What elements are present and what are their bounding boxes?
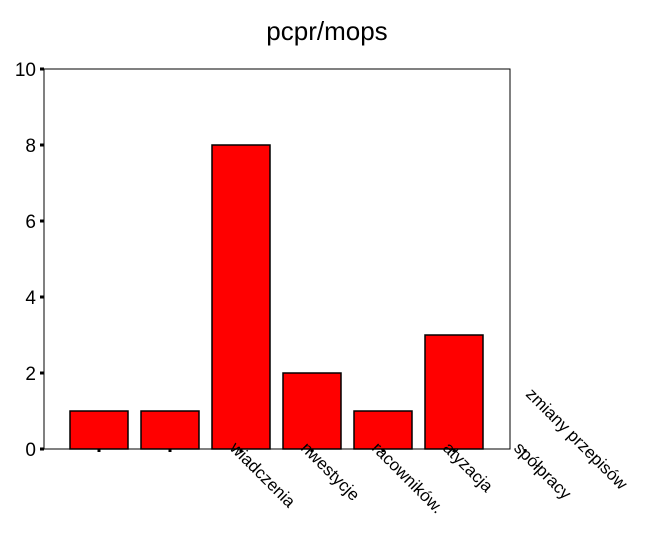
y-axis: 0 2 4 6 8 10 — [15, 60, 44, 461]
bar — [140, 410, 200, 450]
bar — [424, 334, 484, 450]
bar — [282, 372, 342, 450]
chart-title: pcpr/mops — [266, 16, 387, 46]
x-category-label: racowników. — [368, 438, 447, 517]
y-tick-label: 8 — [25, 136, 36, 157]
y-tick-label: 10 — [15, 60, 36, 81]
y-tick-label: 0 — [25, 440, 36, 461]
bar — [211, 144, 271, 450]
bar — [69, 410, 129, 450]
y-tick-label: 6 — [25, 212, 36, 233]
plot-area — [43, 68, 511, 450]
bars — [69, 144, 484, 450]
y-tick-label: 4 — [25, 288, 36, 309]
bar — [353, 410, 413, 450]
y-tick-label: 2 — [25, 364, 36, 385]
x-category-label: spółpracy — [510, 438, 575, 503]
